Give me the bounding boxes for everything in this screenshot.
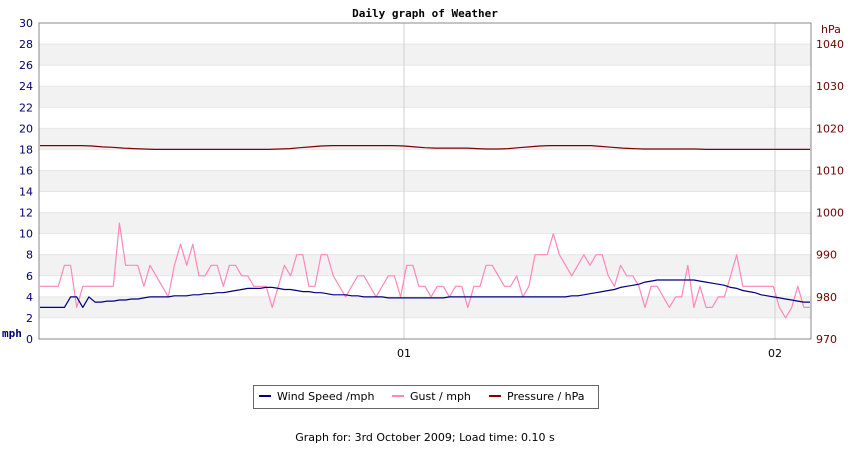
right-tick-label: 1010 — [816, 164, 844, 177]
background-band — [39, 212, 811, 234]
background-band — [39, 86, 811, 108]
footer-info: Graph for: 3rd October 2009; Load time: … — [295, 431, 555, 444]
legend-item-wind: Wind Speed /mph — [259, 390, 375, 403]
legend-label-gust: Gust / mph — [410, 390, 471, 403]
legend-swatch-gust — [392, 395, 404, 397]
right-tick-label: 970 — [816, 333, 837, 346]
left-axis-unit: mph — [2, 327, 22, 340]
left-tick-label: 2 — [26, 312, 33, 325]
x-tick-label: 01 — [397, 347, 411, 360]
legend-label-wind: Wind Speed /mph — [277, 390, 375, 403]
background-band — [39, 296, 811, 318]
left-tick-label: 10 — [19, 228, 33, 241]
background-band — [39, 44, 811, 66]
background-band — [39, 128, 811, 150]
right-tick-label: 1020 — [816, 122, 844, 135]
legend-item-pressure: Pressure / hPa — [489, 390, 585, 403]
right-tick-label: 980 — [816, 291, 837, 304]
pressure-line — [40, 145, 810, 150]
legend-swatch-wind — [259, 395, 271, 397]
left-tick-label: 24 — [19, 80, 33, 93]
left-tick-label: 6 — [26, 270, 33, 283]
background-band — [39, 254, 811, 276]
right-tick-label: 990 — [816, 249, 837, 262]
left-tick-label: 30 — [19, 17, 33, 30]
left-tick-label: 18 — [19, 143, 33, 156]
series-layer — [40, 145, 810, 319]
left-tick-label: 28 — [19, 38, 33, 51]
left-tick-label: 22 — [19, 101, 33, 114]
left-tick-label: 20 — [19, 122, 33, 135]
chart-legend: Wind Speed /mph Gust / mph Pressure / hP… — [253, 385, 599, 409]
background-bands — [39, 44, 811, 318]
left-tick-label: 14 — [19, 186, 33, 199]
right-axis-ticks: 970 980 990 1000 1010 1020 1030 1040 — [816, 38, 844, 346]
x-axis-ticks: 01 02 — [397, 347, 782, 360]
plot-area-frame — [38, 22, 812, 340]
right-tick-label: 1040 — [816, 38, 844, 51]
background-band — [39, 170, 811, 192]
right-tick-label: 1030 — [816, 80, 844, 93]
right-tick-label: 1000 — [816, 207, 844, 220]
right-axis-unit: hPa — [821, 23, 841, 36]
legend-label-pressure: Pressure / hPa — [507, 390, 585, 403]
left-tick-label: 16 — [19, 164, 33, 177]
left-tick-label: 0 — [26, 333, 33, 346]
left-tick-label: 4 — [26, 291, 33, 304]
x-tick-label: 02 — [768, 347, 782, 360]
left-tick-label: 26 — [19, 59, 33, 72]
grid-lines — [39, 23, 811, 339]
legend-item-gust: Gust / mph — [392, 390, 471, 403]
wind-speed-line — [40, 279, 810, 308]
left-tick-label: 12 — [19, 207, 33, 220]
legend-swatch-pressure — [489, 395, 501, 397]
chart-title: Daily graph of Weather — [352, 7, 498, 20]
left-tick-label: 8 — [26, 249, 33, 262]
